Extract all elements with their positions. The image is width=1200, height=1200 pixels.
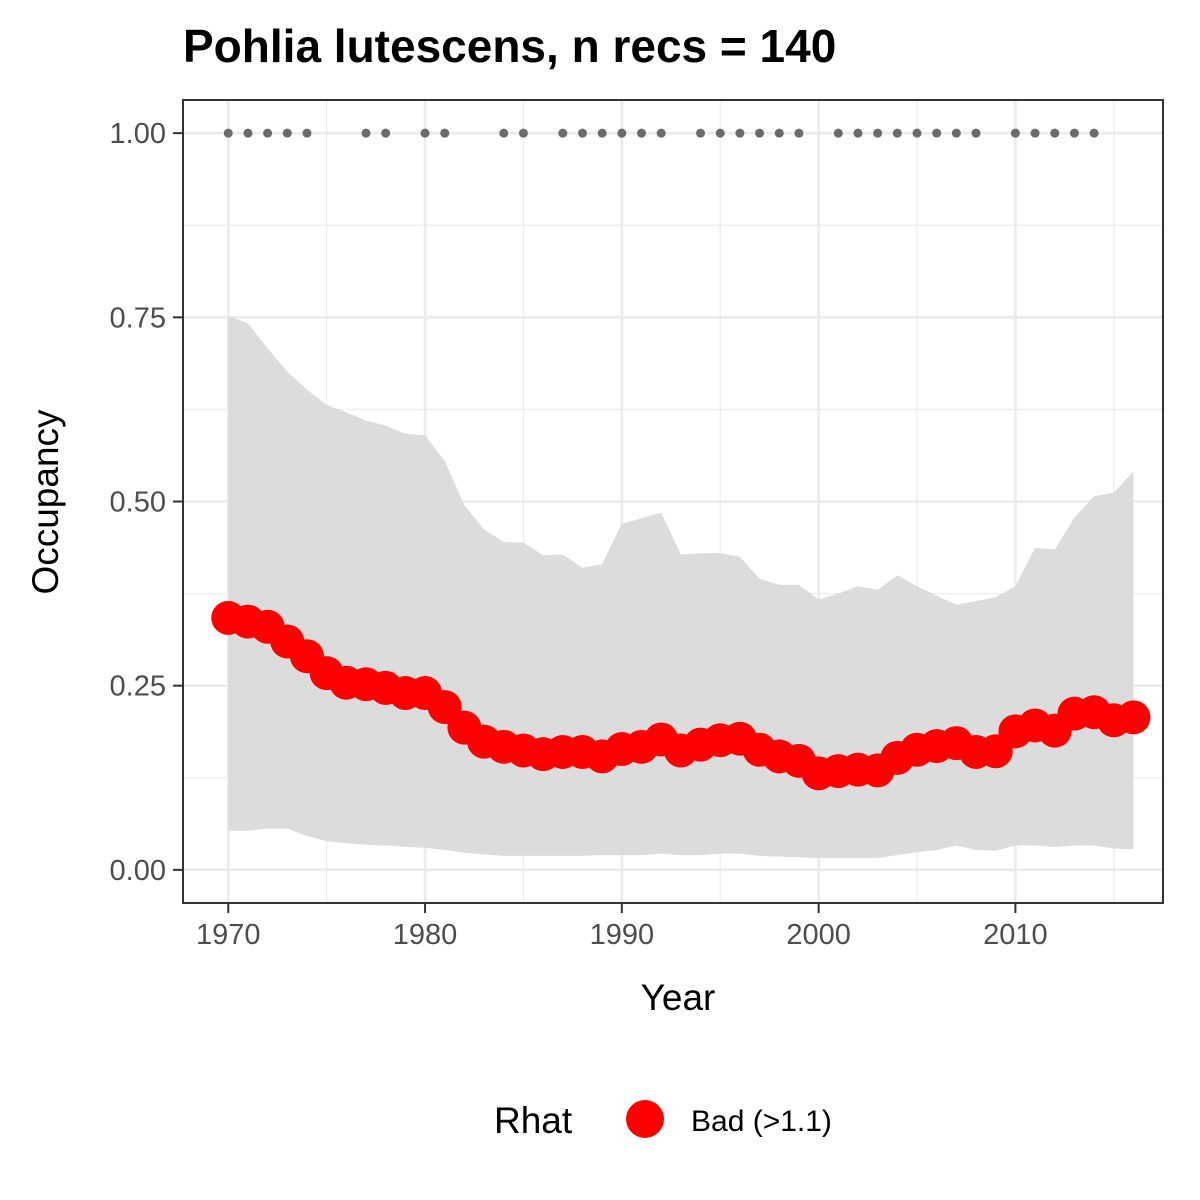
record-point bbox=[282, 128, 292, 138]
record-point bbox=[223, 128, 233, 138]
occupancy-point bbox=[1116, 700, 1151, 735]
record-point bbox=[932, 128, 942, 138]
y-tick-label: 0.25 bbox=[110, 671, 166, 703]
record-point bbox=[263, 128, 273, 138]
record-point bbox=[243, 128, 253, 138]
record-point bbox=[656, 128, 666, 138]
legend-title: Rhat bbox=[494, 1100, 573, 1141]
legend-key-bad bbox=[626, 1100, 664, 1138]
chart-title: Pohlia lutescens, n recs = 140 bbox=[183, 20, 836, 72]
record-point bbox=[755, 128, 765, 138]
points-layer bbox=[211, 600, 1151, 791]
record-point bbox=[696, 128, 706, 138]
record-point bbox=[912, 128, 922, 138]
record-point bbox=[440, 128, 450, 138]
records-layer bbox=[223, 128, 1099, 138]
record-point bbox=[794, 128, 804, 138]
record-point bbox=[597, 128, 607, 138]
record-point bbox=[735, 128, 745, 138]
record-point bbox=[853, 128, 863, 138]
record-point bbox=[577, 128, 587, 138]
y-tick-label: 0.00 bbox=[110, 855, 166, 887]
record-point bbox=[774, 128, 784, 138]
record-point bbox=[951, 128, 961, 138]
record-point bbox=[971, 128, 981, 138]
record-point bbox=[1010, 128, 1020, 138]
y-tick-label: 0.75 bbox=[110, 302, 166, 334]
record-point bbox=[302, 128, 312, 138]
x-axis-title: Year bbox=[641, 977, 716, 1018]
x-tick-label: 1980 bbox=[393, 919, 458, 951]
record-point bbox=[420, 128, 430, 138]
record-point bbox=[715, 128, 725, 138]
record-point bbox=[499, 128, 509, 138]
record-point bbox=[518, 128, 528, 138]
x-tick-label: 1990 bbox=[590, 919, 655, 951]
y-tick-label: 0.50 bbox=[110, 487, 166, 519]
x-tick-label: 2000 bbox=[786, 919, 851, 951]
x-tick-label: 2010 bbox=[983, 919, 1048, 951]
record-point bbox=[1050, 128, 1060, 138]
y-axis-title: Occupancy bbox=[25, 409, 66, 595]
record-point bbox=[1030, 128, 1040, 138]
y-tick-label: 1.00 bbox=[110, 118, 166, 150]
record-point bbox=[1089, 128, 1099, 138]
record-point bbox=[833, 128, 843, 138]
record-point bbox=[617, 128, 627, 138]
record-point bbox=[361, 128, 371, 138]
record-point bbox=[558, 128, 568, 138]
plot-panel bbox=[182, 99, 1164, 904]
record-point bbox=[381, 128, 391, 138]
x-tick-label: 1970 bbox=[196, 919, 261, 951]
record-point bbox=[873, 128, 883, 138]
legend: Rhat Bad (>1.1) bbox=[494, 1100, 832, 1141]
x-axis: 1970 1980 1990 2000 2010 bbox=[196, 903, 1048, 951]
record-point bbox=[892, 128, 902, 138]
record-point bbox=[1069, 128, 1079, 138]
legend-label-bad: Bad (>1.1) bbox=[691, 1105, 832, 1138]
y-axis: 0.00 0.25 0.50 0.75 1.00 bbox=[110, 118, 183, 887]
record-point bbox=[637, 128, 647, 138]
